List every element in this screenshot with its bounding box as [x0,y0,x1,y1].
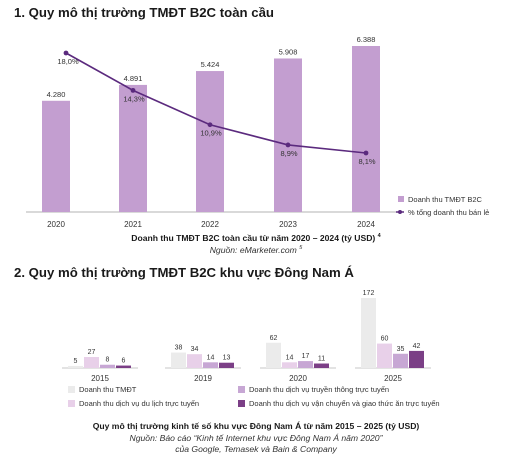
chart2-bar [361,298,376,368]
chart2-source-line2: của Google, Temasek và Bain & Company [175,444,337,454]
chart2-bar [203,362,218,368]
chart1-x-tick-label: 2024 [357,220,375,229]
chart1-line-marker [363,150,369,156]
chart2-bar-value-label: 34 [191,346,199,353]
chart2-bar-value-label: 14 [207,354,215,361]
chart2-bar-value-label: 17 [302,353,310,360]
chart2-bar [266,342,281,368]
chart2-bar-value-label: 6 [122,358,126,365]
chart2-bar [100,364,115,368]
chart1-legend-line-label: % tổng doanh thu bán lẻ [408,208,489,217]
chart2-bar [84,357,99,368]
chart1-line-value-label: 8,1% [358,157,375,166]
chart1-line-value-label: 14,3% [123,94,145,103]
chart2-legend-swatch [238,400,245,407]
section1-heading: 1. Quy mô thị trường TMĐT B2C toàn cầu [14,5,274,20]
chart1-legend-bar-label: Doanh thu TMĐT B2C [408,195,483,204]
chart1-legend-line-marker [398,210,402,214]
chart2-caption-title: Quy mô thị trường kinh tế số khu vực Đôn… [92,421,420,431]
chart1-bar-value-label: 4.280 [47,90,66,99]
chart1-source-footnote: 5 [299,245,303,252]
chart2-bar-value-label: 27 [88,349,96,356]
chart2-source-line1: Nguồn: Báo cáo “Kinh tế Internet khu vực… [129,433,383,443]
chart1-x-tick-label: 2021 [124,220,142,229]
chart1-bar [42,100,70,212]
chart1-bar [196,71,224,212]
chart1-bar-value-label: 4.891 [124,74,143,83]
chart2-legend-label: Doanh thu TMĐT [79,385,137,394]
chart2-legend-swatch [68,400,75,407]
chart2-bar-value-label: 8 [106,357,110,364]
section2-heading: 2. Quy mô thị trường TMĐT B2C khu vực Đô… [14,265,354,280]
chart1-caption-title: Doanh thu TMĐT B2C toàn cầu từ năm 2020 … [131,233,376,243]
chart2-bar-value-label: 172 [363,290,375,297]
chart2-bar [187,354,202,368]
chart2-bar [116,365,131,368]
chart2-x-tick-label: 2015 [91,374,109,383]
chart1-caption: Doanh thu TMĐT B2C toàn cầu từ năm 2020 … [0,233,512,243]
chart1-legend-bar-swatch [398,196,404,202]
chart2-bar-value-label: 38 [175,345,183,352]
chart1-bar [119,84,147,212]
chart1-line-value-label: 10,9% [200,129,222,138]
chart2-bar [393,353,408,368]
chart2-legend-label: Doanh thu dịch vụ vận chuyển và giao thứ… [249,399,440,408]
chart2-bar-value-label: 35 [397,346,405,353]
chart1-bar-value-label: 5.424 [201,60,220,69]
chart2-bar [314,363,329,368]
chart2-legend-swatch [68,386,75,393]
chart2-bar [171,352,186,368]
chart2-bar [219,362,234,368]
chart1-bar [352,46,380,212]
chart2-x-tick-label: 2019 [194,374,212,383]
chart2-bar [282,362,297,368]
chart2-x-tick-label: 2020 [289,374,307,383]
chart1-x-tick-label: 2020 [47,220,65,229]
chart2-legend-swatch [238,386,245,393]
chart1-source-text: Nguồn: eMarketer.com [209,245,297,255]
chart1-x-tick-label: 2022 [201,220,219,229]
chart2-bar-value-label: 11 [318,356,325,363]
chart2-bar [409,350,424,368]
chart2-bar-value-label: 13 [223,355,231,362]
chart1-bar-value-label: 5.908 [279,47,298,56]
chart2-bar [298,361,313,368]
chart2-bar [68,365,83,368]
chart2-bar [377,343,392,368]
chart1-source: Nguồn: eMarketer.com 5 [0,245,512,255]
chart1-line-marker [130,87,136,93]
chart2-legend-label: Doanh thu dịch vụ du lịch trực tuyến [79,399,199,408]
chart2-x-tick-label: 2025 [384,374,402,383]
chart1-bar [274,58,302,212]
chart1-line-value-label: 18,0% [57,57,79,66]
chart1-line-marker [285,142,291,148]
chart1-line-marker [207,122,213,128]
chart1-line-value-label: 8,9% [280,149,297,158]
chart2-bar-value-label: 5 [74,358,78,365]
chart1-bar-value-label: 6.388 [357,35,376,44]
chart2-bar-value-label: 62 [270,335,278,342]
chart2-bar-value-label: 14 [286,354,294,361]
chart1-caption-footnote: 4 [377,233,381,240]
chart2-bar-value-label: 60 [381,336,389,343]
chart2-legend-label: Doanh thu dịch vụ truyền thông trực tuyế… [249,385,389,394]
chart1-line-marker [63,50,69,56]
chart1-x-tick-label: 2023 [279,220,297,229]
chart2-bar-value-label: 42 [413,343,421,350]
